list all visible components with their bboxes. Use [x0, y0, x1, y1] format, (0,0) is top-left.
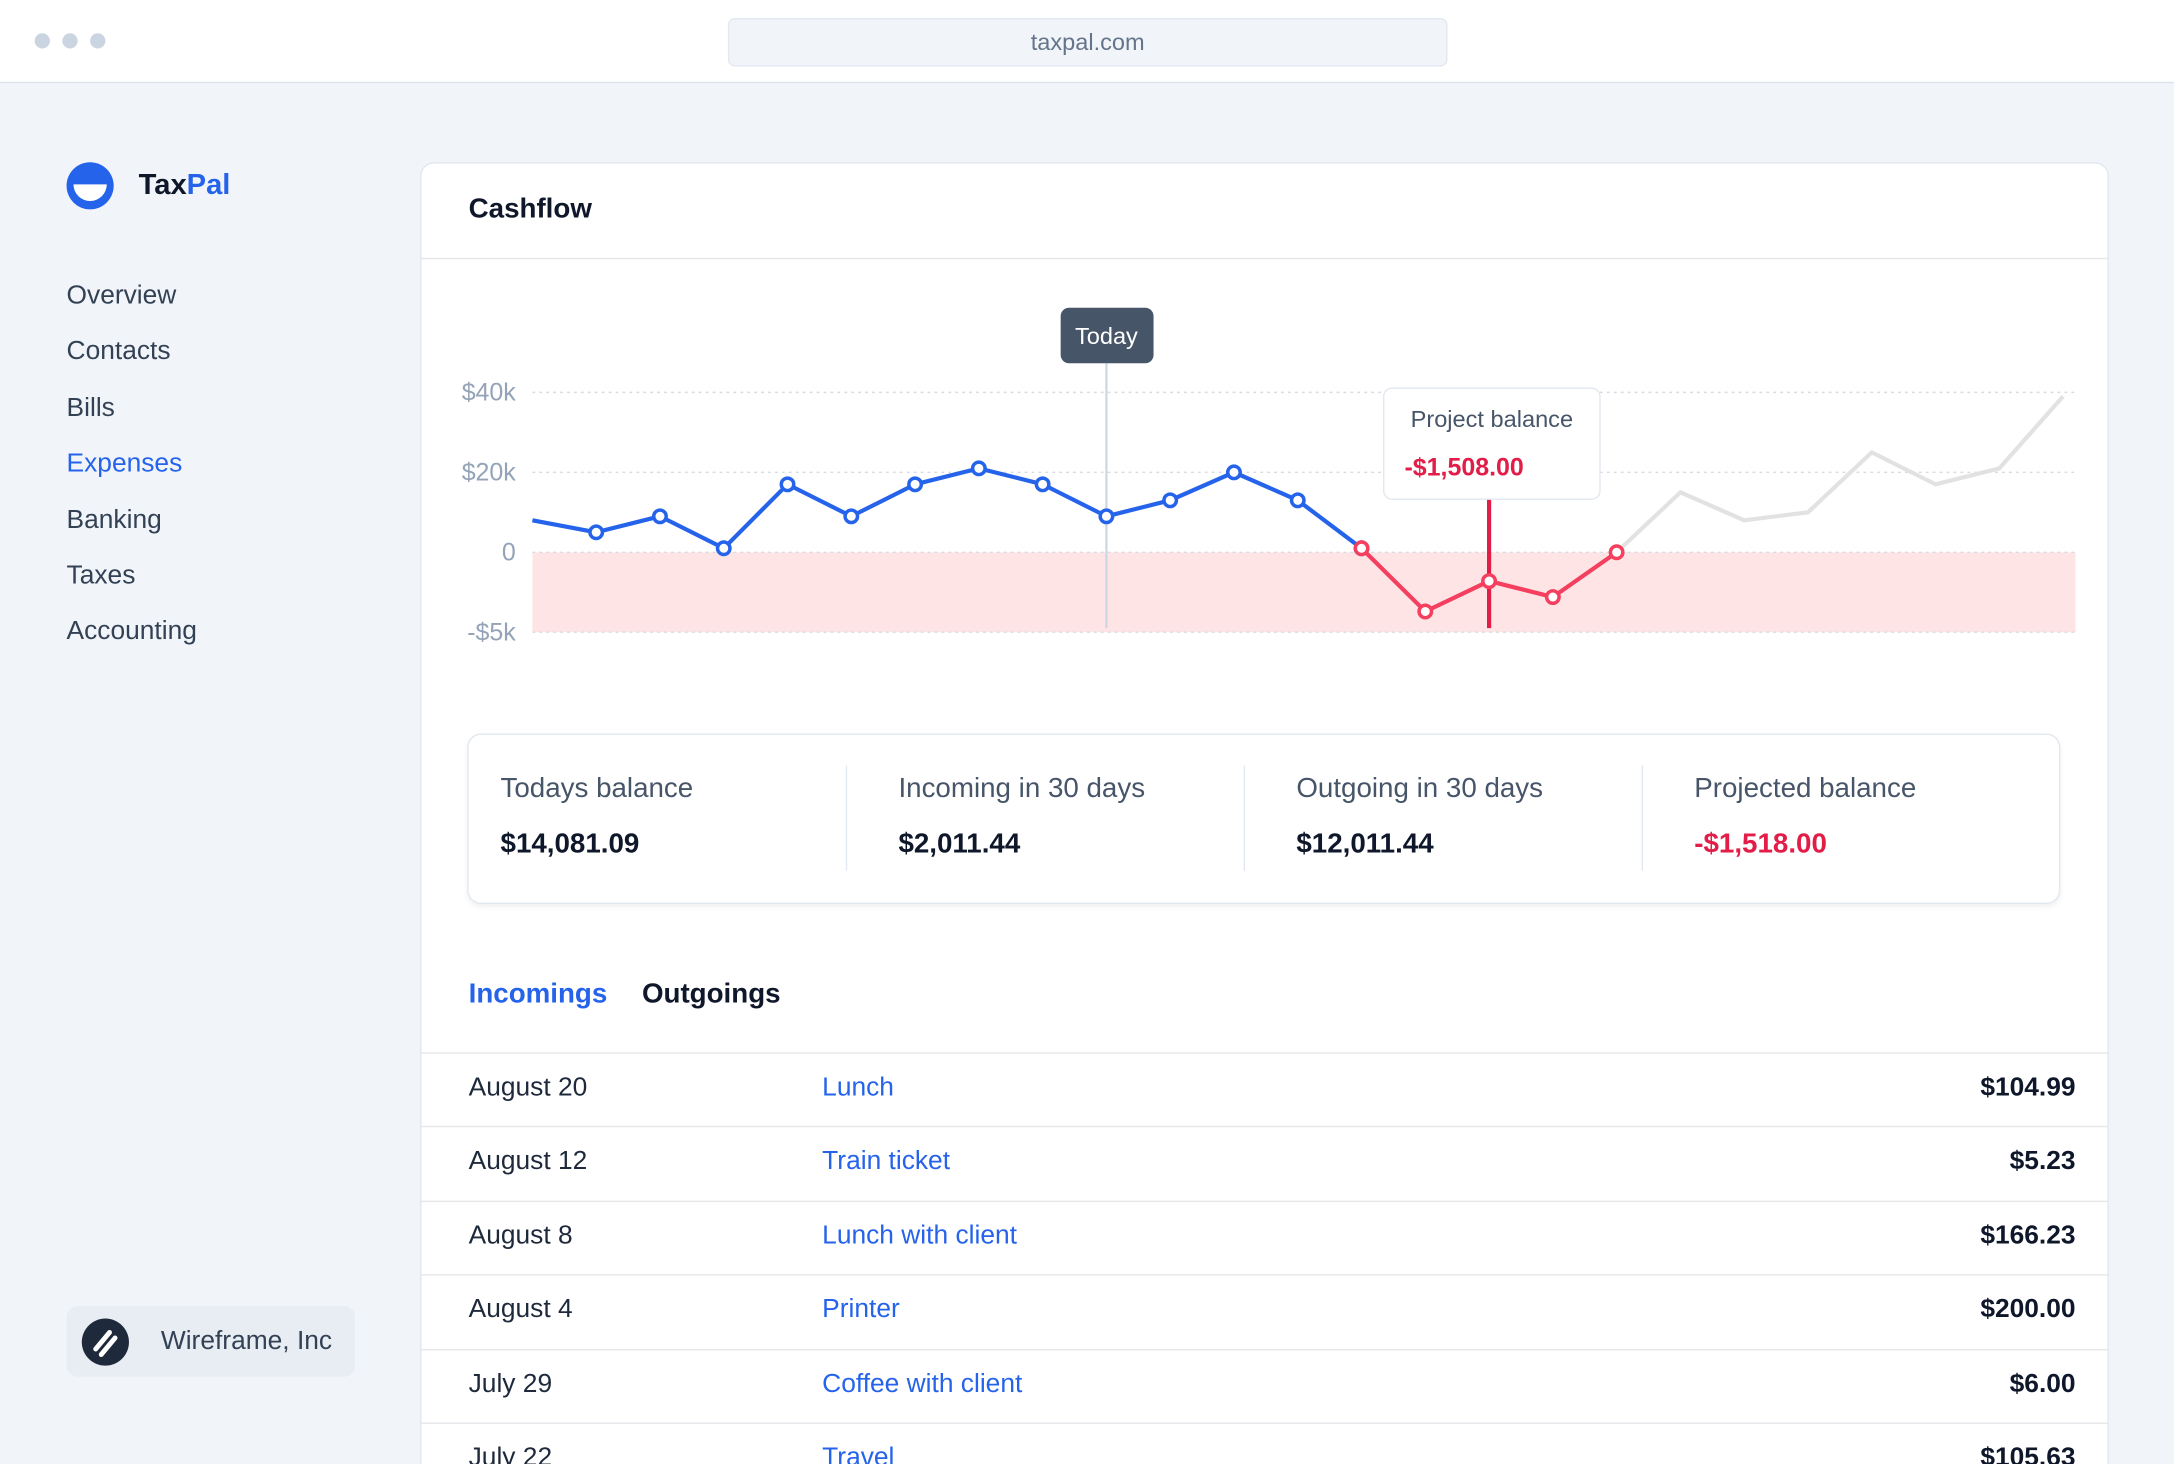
stat-value: $14,081.09	[500, 829, 640, 860]
window-dot	[62, 33, 78, 49]
point	[907, 476, 924, 493]
stat-separator	[1641, 765, 1643, 871]
point	[715, 540, 732, 557]
date: July 29	[468, 1369, 553, 1399]
negative-band	[532, 552, 2076, 633]
company-icon	[81, 1318, 129, 1366]
nav-item[interactable]: Taxes	[66, 561, 136, 591]
y-tick-label: -$5k	[467, 619, 516, 647]
logo	[66, 162, 114, 210]
point	[843, 508, 860, 525]
point	[1417, 603, 1434, 620]
date: July 22	[468, 1443, 553, 1464]
point	[588, 524, 605, 541]
row-divider	[420, 1126, 2108, 1128]
point	[970, 460, 987, 477]
row-divider	[420, 1274, 2108, 1276]
today-label: Today	[1075, 323, 1138, 349]
window-dot	[34, 33, 50, 49]
point	[779, 476, 796, 493]
date: August 8	[468, 1221, 573, 1251]
point	[1225, 464, 1242, 481]
point	[1098, 508, 1115, 525]
description[interactable]: Train ticket	[822, 1147, 951, 1177]
company-name: Wireframe, Inc	[160, 1326, 333, 1356]
card-title: Cashflow	[468, 194, 592, 225]
description[interactable]: Lunch	[822, 1073, 894, 1103]
amount: $200.00	[1980, 1295, 2076, 1325]
stat-label: Outgoing in 30 days	[1296, 773, 1544, 805]
y-tick-label: $40k	[462, 379, 517, 407]
nav-item[interactable]: Expenses	[66, 449, 183, 479]
y-tick-label: $20k	[462, 459, 517, 487]
point	[1608, 544, 1625, 561]
url-bar[interactable]: taxpal.com	[727, 18, 1448, 67]
description[interactable]: Coffee with client	[822, 1369, 1023, 1399]
divider	[420, 257, 2108, 260]
amount: $166.23	[1980, 1221, 2076, 1251]
stat-value: $12,011.44	[1296, 829, 1434, 860]
today-tag	[1060, 307, 1154, 364]
point	[651, 508, 668, 525]
description[interactable]: Printer	[822, 1295, 900, 1325]
brand: TaxPal	[139, 169, 231, 202]
window-dot	[90, 33, 106, 49]
nav-item[interactable]: Bills	[66, 393, 115, 423]
row-divider	[420, 1052, 2108, 1054]
tab[interactable]: Outgoings	[641, 978, 781, 1010]
stat-value: $2,011.44	[898, 829, 1021, 860]
amount: $6.00	[2009, 1369, 2076, 1399]
projection-label: Project balance	[1411, 406, 1573, 432]
date: August 4	[468, 1295, 573, 1325]
point	[1544, 589, 1561, 606]
stat-label: Projected balance	[1694, 773, 1917, 805]
series-line	[1615, 394, 2065, 554]
chart: $40k $20k 0 -$5k Today Project balance -$1,508…	[462, 307, 2076, 647]
projection-amount: -$1,508.00	[1405, 454, 1524, 482]
description[interactable]: Travel	[822, 1443, 895, 1464]
brand-part: Pal	[186, 169, 231, 202]
nav-item[interactable]: Banking	[66, 505, 162, 535]
stat-separator	[1243, 765, 1246, 871]
point	[1162, 492, 1179, 509]
tab[interactable]: Incomings	[468, 978, 608, 1010]
point	[1289, 492, 1306, 509]
point	[1353, 540, 1370, 557]
projection-tooltip	[1383, 387, 1601, 500]
description[interactable]: Lunch with client	[822, 1221, 1017, 1251]
date: August 12	[468, 1147, 588, 1177]
stat-separator	[845, 765, 848, 871]
y-tick-label: 0	[502, 539, 516, 567]
amount: $5.23	[2009, 1147, 2076, 1177]
point	[1034, 476, 1051, 493]
nav-item[interactable]: Overview	[66, 281, 177, 311]
stats-box	[467, 733, 2061, 904]
row-divider	[420, 1200, 2108, 1202]
nav-item[interactable]: Accounting	[66, 617, 197, 647]
row-divider	[420, 1422, 2108, 1424]
amount: $104.99	[1980, 1073, 2076, 1103]
series-line	[532, 466, 1363, 551]
date: August 20	[468, 1073, 588, 1103]
row-divider	[420, 1348, 2108, 1350]
nav-item[interactable]: Contacts	[66, 337, 171, 367]
point	[1481, 573, 1498, 590]
amount: $105.63	[1980, 1443, 2076, 1464]
stat-label: Incoming in 30 days	[898, 773, 1146, 805]
brand-part: Tax	[138, 169, 187, 202]
stat-value: -$1,518.00	[1694, 829, 1827, 860]
stat-label: Todays balance	[500, 773, 694, 805]
